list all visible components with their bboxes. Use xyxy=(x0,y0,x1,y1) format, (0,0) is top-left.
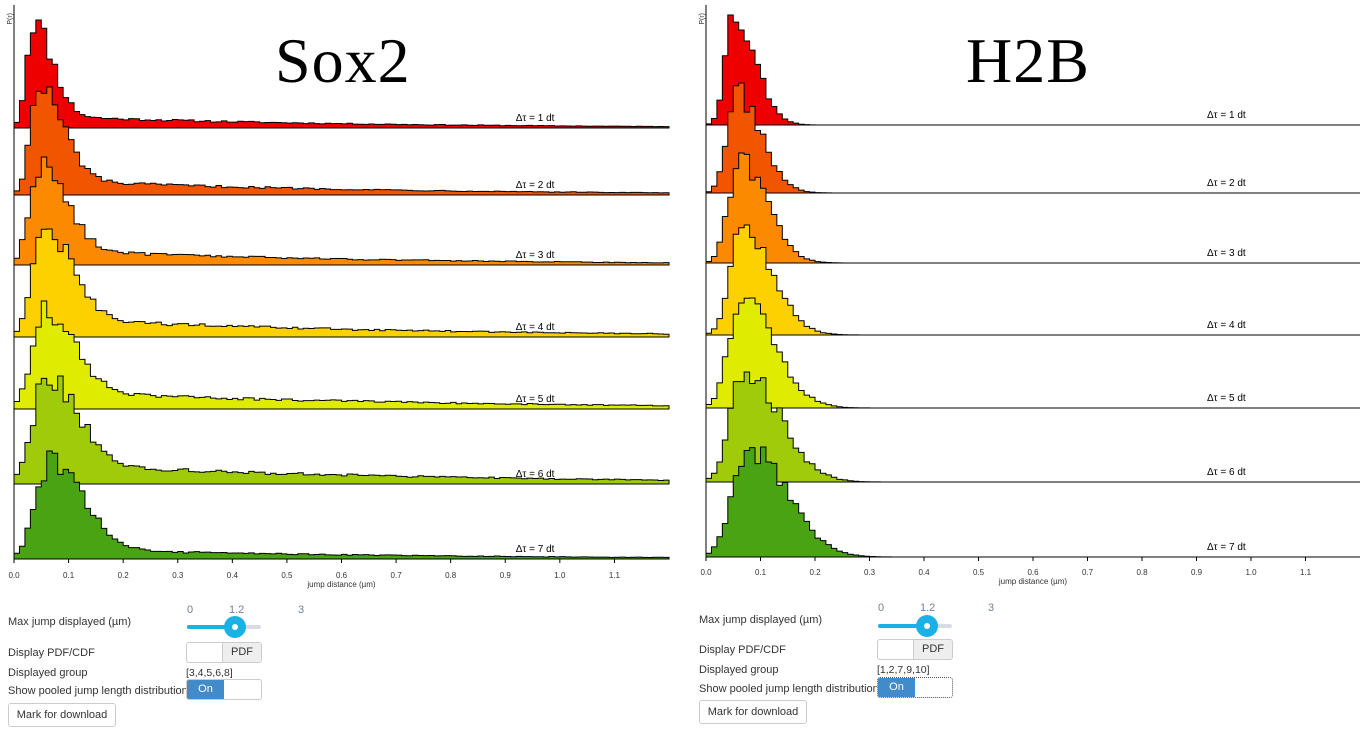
max-jump-slider-handle[interactable] xyxy=(224,616,246,638)
x-tick-label: 0.9 xyxy=(1191,568,1203,577)
max-jump-slider-fill xyxy=(878,624,926,628)
x-tick-label: 0.5 xyxy=(973,568,985,577)
max-jump-slider-handle[interactable] xyxy=(916,615,938,637)
mark-for-download-button[interactable]: Mark for download xyxy=(699,700,807,724)
series-histogram xyxy=(13,19,670,129)
max-jump-label: Max jump displayed (µm) xyxy=(699,614,823,626)
x-tick-label: 0.3 xyxy=(172,571,184,580)
chart-title: Sox2 xyxy=(275,25,411,96)
series-label: Δτ = 5 dt xyxy=(516,394,555,405)
x-axis-label: jump distance (µm) xyxy=(306,580,376,589)
series-label: Δτ = 3 dt xyxy=(516,250,555,261)
series-histogram xyxy=(13,86,670,196)
series-label: Δτ = 7 dt xyxy=(516,544,555,555)
x-tick-label: 0.1 xyxy=(755,568,767,577)
slider-max-label: 3 xyxy=(298,604,305,616)
series-histogram xyxy=(13,375,670,485)
series-histogram xyxy=(705,82,1360,194)
pooled-on-option[interactable]: On xyxy=(878,678,915,697)
series-histogram xyxy=(13,228,670,338)
pooled-distribution-label: Show pooled jump length distribution: xyxy=(699,683,882,695)
series-label: Δτ = 3 dt xyxy=(1207,248,1246,259)
chart-title: H2B xyxy=(966,25,1090,96)
x-tick-label: 0.7 xyxy=(391,571,403,580)
slider-min-label: 0 xyxy=(187,604,194,616)
max-jump-label: Max jump displayed (µm) xyxy=(8,616,132,628)
x-tick-label: 0.0 xyxy=(700,568,712,577)
panel-h2b: P(r) Δτ = 1 dt Δτ = 2 dt Δτ = 3 dt Δτ = 4 dt… xyxy=(690,0,1370,731)
x-tick-label: 0.5 xyxy=(281,571,293,580)
series-histogram xyxy=(705,371,1360,483)
x-tick-label: 1.1 xyxy=(609,571,621,580)
pooled-distribution-label: Show pooled jump length distribution: xyxy=(8,685,191,697)
series-label: Δτ = 4 dt xyxy=(516,322,555,333)
y-axis-label: P(r) xyxy=(7,13,14,25)
series-label: Δτ = 4 dt xyxy=(1207,320,1246,331)
displayed-group-label: Displayed group xyxy=(8,667,88,679)
pooled-on-option[interactable]: On xyxy=(187,680,224,699)
x-tick-label: 0.8 xyxy=(445,571,457,580)
y-axis-label: P(r) xyxy=(699,13,706,25)
series-label: Δτ = 2 dt xyxy=(1207,178,1246,189)
x-tick-label: 0.4 xyxy=(227,571,239,580)
series-label: Δτ = 2 dt xyxy=(516,180,555,191)
x-tick-label: 0.6 xyxy=(336,571,348,580)
series-label: Δτ = 6 dt xyxy=(516,469,555,480)
series-histogram xyxy=(13,156,670,266)
series-histogram xyxy=(705,224,1360,336)
display-pdf-cdf-label: Display PDF/CDF xyxy=(699,644,786,656)
x-tick-label: 1.0 xyxy=(554,571,566,580)
series-label: Δτ = 5 dt xyxy=(1207,393,1246,404)
series-histogram xyxy=(13,450,670,560)
series-histogram xyxy=(705,297,1360,409)
x-tick-label: 0.1 xyxy=(63,571,75,580)
slider-min-label: 0 xyxy=(878,602,885,614)
slider-value-label: 1.2 xyxy=(229,604,245,616)
x-tick-label: 1.0 xyxy=(1245,568,1257,577)
displayed-group-label: Displayed group xyxy=(699,664,779,676)
x-tick-label: 0.3 xyxy=(864,568,876,577)
jump-distance-chart-h2b: P(r) Δτ = 1 dt Δτ = 2 dt Δτ = 3 dt Δτ = 4 dt… xyxy=(699,5,1360,586)
series-label: Δτ = 1 dt xyxy=(1207,110,1246,121)
pdf-option[interactable]: PDF xyxy=(913,640,952,659)
pdf-option[interactable]: PDF xyxy=(222,643,261,662)
series-label: Δτ = 7 dt xyxy=(1207,542,1246,553)
slider-max-label: 3 xyxy=(988,602,995,614)
pdf-cdf-toggle[interactable]: PDF xyxy=(877,639,953,660)
panel-sox2: P(r) Δτ = 1 dt Δτ = 2 dt Δτ = 3 dt Δτ = 4 dt… xyxy=(0,0,680,731)
max-jump-slider-fill xyxy=(187,625,235,629)
pooled-distribution-toggle[interactable]: On xyxy=(186,679,262,700)
series-label: Δτ = 1 dt xyxy=(516,113,555,124)
series-label: Δτ = 6 dt xyxy=(1207,467,1246,478)
x-tick-label: 0.2 xyxy=(809,568,821,577)
x-tick-label: 0.9 xyxy=(500,571,512,580)
slider-value-label: 1.2 xyxy=(920,602,936,614)
series-histogram xyxy=(13,300,670,410)
x-tick-label: 0.6 xyxy=(1027,568,1039,577)
x-tick-label: 0.0 xyxy=(8,571,20,580)
display-pdf-cdf-label: Display PDF/CDF xyxy=(8,647,95,659)
jump-distance-chart-sox2: P(r) Δτ = 1 dt Δτ = 2 dt Δτ = 3 dt Δτ = 4 dt… xyxy=(7,5,670,589)
x-tick-label: 0.8 xyxy=(1136,568,1148,577)
mark-for-download-button[interactable]: Mark for download xyxy=(8,703,116,727)
pdf-cdf-toggle[interactable]: PDF xyxy=(186,642,262,663)
x-tick-label: 1.1 xyxy=(1300,568,1312,577)
displayed-group-value: [1,2,7,9,10] xyxy=(877,664,930,676)
x-tick-label: 0.7 xyxy=(1082,568,1094,577)
pooled-distribution-toggle[interactable]: On xyxy=(877,677,953,698)
x-tick-label: 0.4 xyxy=(918,568,930,577)
x-tick-label: 0.2 xyxy=(118,571,130,580)
x-axis-label: jump distance (µm) xyxy=(998,577,1068,586)
series-histogram xyxy=(705,152,1360,264)
displayed-group-value: [3,4,5,6,8] xyxy=(186,667,233,679)
